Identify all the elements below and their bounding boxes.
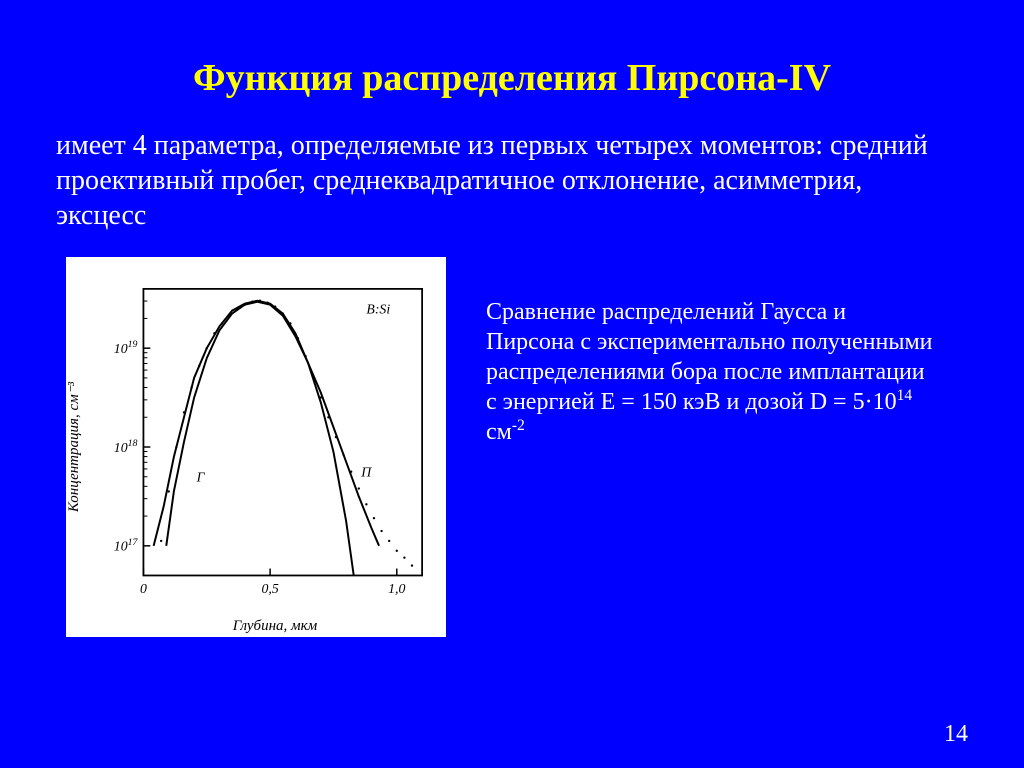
x-axis-label: Глубина, мкм <box>233 618 317 635</box>
caption-exp1: 14 <box>897 387 913 404</box>
svg-text:0: 0 <box>140 581 147 596</box>
svg-text:1018: 1018 <box>114 438 138 455</box>
chart-caption: Сравнение распределений Гаусса и Пирсона… <box>486 297 936 447</box>
caption-exp2: -2 <box>512 417 525 434</box>
y-axis-label: Концентрация, см⁻³ <box>64 382 83 512</box>
svg-text:1017: 1017 <box>114 537 139 554</box>
intro-text: имеет 4 параметра, определяемые из первы… <box>56 128 956 233</box>
svg-text:П: П <box>360 465 372 480</box>
page-number: 14 <box>944 721 968 748</box>
svg-text:1,0: 1,0 <box>388 581 405 596</box>
slide: Функция распределения Пирсона-IV имеет 4… <box>0 0 1024 768</box>
svg-text:1019: 1019 <box>114 339 138 356</box>
slide-title: Функция распределения Пирсона-IV <box>56 56 968 100</box>
caption-mid: см <box>486 419 512 445</box>
caption-pre: Сравнение распределений Гаусса и Пирсона… <box>486 299 933 415</box>
svg-text:B:Si: B:Si <box>366 302 390 317</box>
svg-text:Г: Г <box>196 470 206 485</box>
content-row: Концентрация, см⁻³ Глубина, мкм 0 0,5 1,0 1… <box>56 257 968 637</box>
distribution-chart: Концентрация, см⁻³ Глубина, мкм 0 0,5 1,0 1… <box>66 257 446 637</box>
chart-svg: 0 0,5 1,0 1017 1018 1019 Г П B:Si <box>96 271 432 623</box>
svg-text:0,5: 0,5 <box>261 581 278 596</box>
